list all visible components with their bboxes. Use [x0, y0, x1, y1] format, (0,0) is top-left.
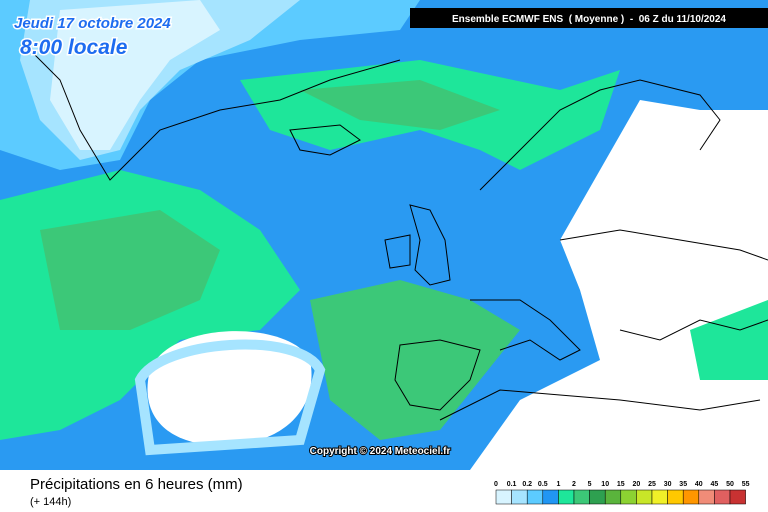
legend-label: 0.1	[507, 481, 517, 488]
map: Ensemble ECMWF ENS ( Moyenne ) - 06 Z du…	[0, 0, 768, 470]
legend-label: 40	[695, 481, 703, 488]
legend-label: 35	[679, 481, 687, 488]
legend-swatch	[526, 489, 544, 505]
legend-label: 45	[711, 481, 719, 488]
footer-title: Précipitations en 6 heures (mm)	[30, 476, 243, 493]
legend-swatch	[589, 489, 606, 505]
legend-swatch	[511, 489, 528, 505]
copyright: Copyright © 2024 Meteociel.fr	[310, 446, 451, 457]
precip-green-dark	[310, 280, 520, 440]
coastlines	[29, 49, 768, 421]
footer-subtitle: (+ 144h)	[30, 496, 71, 508]
legend-swatch	[714, 489, 731, 505]
legend: 0 0.1 0.2 0.5 1 2 5 10 15 20 25 30 35 40 45 50 55	[494, 481, 750, 505]
forecast-date: Jeudi 17 octobre 2024	[14, 15, 171, 32]
legend-label: 55	[742, 481, 750, 488]
legend-label: 30	[664, 481, 672, 488]
legend-swatch	[698, 489, 715, 505]
precip-green	[690, 300, 768, 380]
legend-label: 25	[648, 481, 656, 488]
model-info: Ensemble ECMWF ENS ( Moyenne ) - 06 Z du…	[452, 14, 726, 25]
legend-swatch	[558, 489, 575, 505]
legend-label: 1	[556, 481, 560, 488]
legend-swatch	[636, 489, 653, 505]
legend-swatch	[667, 489, 684, 505]
legend-swatch	[604, 489, 622, 505]
precip-edge	[134, 339, 326, 456]
legend-label: 15	[617, 481, 625, 488]
legend-swatch	[542, 489, 559, 505]
precip-green-dark	[300, 80, 500, 130]
precip-green-dark	[40, 210, 220, 330]
legend-swatch	[495, 489, 512, 505]
legend-label: 2	[572, 481, 576, 488]
precip-trace	[50, 0, 220, 150]
no-precip	[470, 100, 768, 470]
legend-swatch	[620, 489, 637, 505]
forecast-time: 8:00 locale	[20, 36, 128, 59]
legend-label: 0.2	[522, 481, 532, 488]
legend-label: 10	[601, 481, 609, 488]
legend-label: 0.5	[538, 481, 548, 488]
legend-swatch	[682, 489, 700, 505]
legend-label: 50	[726, 481, 734, 488]
no-precip	[147, 331, 312, 446]
legend-label: 20	[633, 481, 641, 488]
legend-swatch	[729, 489, 746, 505]
legend-label: 5	[588, 481, 592, 488]
model-banner	[410, 8, 768, 28]
legend-label: 0	[494, 481, 498, 488]
legend-swatch	[573, 489, 590, 505]
legend-swatch	[651, 489, 668, 505]
